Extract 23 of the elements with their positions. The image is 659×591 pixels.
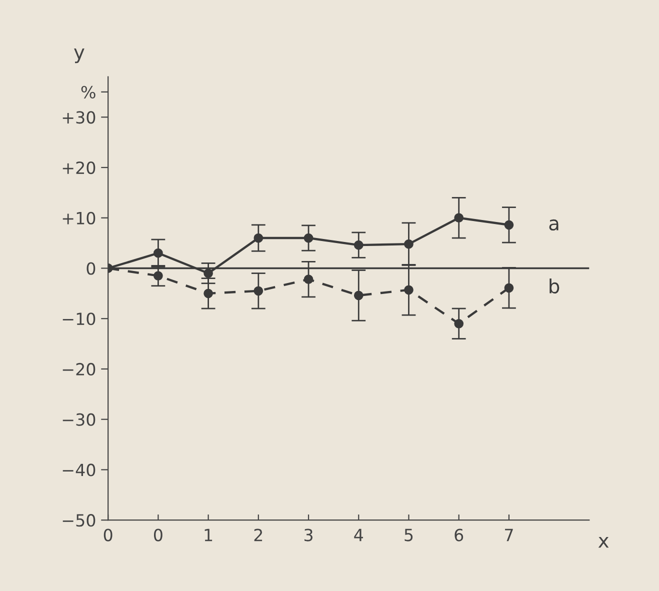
y-tick-label: −40 bbox=[62, 464, 96, 476]
x-axis-title: x bbox=[598, 536, 609, 548]
y-tick-label: +20 bbox=[62, 161, 96, 174]
x-tick-label: 2 bbox=[254, 528, 262, 542]
y-tick-label: 0 bbox=[86, 262, 96, 275]
y-tick-label: +30 bbox=[62, 111, 96, 124]
y-tick-label: −20 bbox=[62, 362, 96, 376]
series-label: a bbox=[549, 219, 558, 231]
x-tick-label: 1 bbox=[204, 528, 212, 542]
x-tick-label: 0 bbox=[154, 528, 162, 542]
y-tick-label: −10 bbox=[62, 312, 96, 326]
x-tick-label: 4 bbox=[354, 528, 363, 542]
y-tick-label: −50 bbox=[62, 514, 96, 527]
y-tick-label: % bbox=[81, 86, 96, 99]
x-tick-label: 5 bbox=[404, 528, 413, 542]
series-label: b bbox=[550, 278, 560, 294]
y-tick-label: −30 bbox=[62, 413, 96, 426]
x-tick-label: 0 bbox=[104, 528, 112, 542]
x-tick-label: 7 bbox=[505, 528, 513, 542]
x-tick-label: 6 bbox=[454, 528, 464, 542]
y-tick-label: +10 bbox=[62, 212, 96, 224]
x-tick-label: 3 bbox=[304, 528, 312, 542]
y-axis-title: y bbox=[74, 48, 84, 64]
